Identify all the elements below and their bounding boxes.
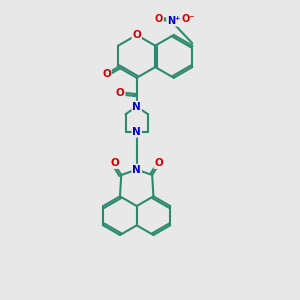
Text: O: O <box>110 158 119 168</box>
Text: O: O <box>132 30 141 40</box>
Text: N: N <box>132 102 141 112</box>
Text: N⁺: N⁺ <box>167 16 181 26</box>
Text: O: O <box>102 69 111 79</box>
Text: O: O <box>116 88 125 98</box>
Text: O: O <box>155 14 163 24</box>
Text: O: O <box>154 158 163 168</box>
Text: N: N <box>132 127 141 137</box>
Text: N: N <box>132 165 141 175</box>
Text: O⁻: O⁻ <box>182 14 195 24</box>
